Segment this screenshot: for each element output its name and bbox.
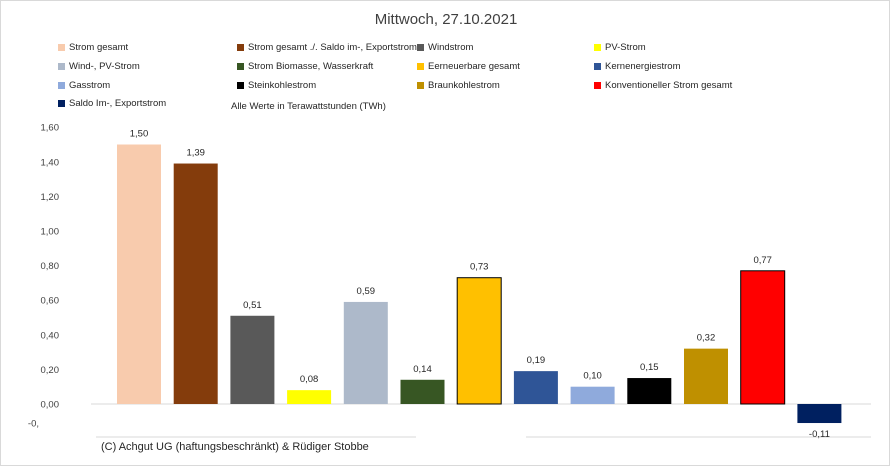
bar — [400, 379, 445, 404]
data-label: 0,19 — [527, 355, 546, 366]
legend-item: Gasstrom — [58, 80, 110, 91]
legend-item: Steinkohlestrom — [237, 80, 316, 91]
data-label: 0,10 — [583, 371, 602, 382]
data-label: 0,77 — [753, 255, 772, 266]
y-tick-label: 1,60 — [41, 123, 60, 134]
data-label: 1,39 — [186, 148, 205, 159]
legend-swatch — [594, 82, 601, 89]
legend-label: Strom Biomasse, Wasserkraft — [248, 61, 374, 72]
legend-item: Braunkohlestrom — [417, 80, 500, 91]
legend-item: Eerneuerbare gesamt — [417, 61, 520, 72]
legend-item: Saldo Im-, Exportstrom — [58, 98, 166, 109]
legend-label: Eerneuerbare gesamt — [428, 61, 520, 72]
y-tick-label: -0, — [28, 419, 39, 430]
bar — [230, 315, 275, 404]
legend-swatch — [237, 82, 244, 89]
legend-swatch — [417, 63, 424, 70]
data-label: 0,51 — [243, 300, 262, 311]
legend-item: Strom Biomasse, Wasserkraft — [237, 61, 373, 72]
legend-swatch — [417, 82, 424, 89]
legend-label: Konventioneller Strom gesamt — [605, 80, 733, 91]
bar — [287, 390, 332, 404]
bar — [343, 301, 388, 404]
data-label: 0,73 — [470, 262, 489, 273]
legend-label: PV-Strom — [605, 42, 646, 53]
chart-title: Mittwoch, 27.10.2021 — [374, 11, 518, 28]
units-note: Alle Werte in Terawattstunden (TWh) — [231, 101, 386, 112]
data-label: 0,15 — [640, 362, 659, 373]
y-tick-label: 0,40 — [41, 330, 60, 341]
legend-swatch — [237, 63, 244, 70]
legend-swatch — [58, 82, 65, 89]
y-tick-label: 0,00 — [41, 400, 60, 411]
legend-item: PV-Strom — [594, 42, 646, 53]
bar — [173, 163, 218, 404]
legend-item: Wind-, PV-Strom — [58, 61, 140, 72]
bar — [513, 371, 558, 404]
legend-label: Windstrom — [428, 42, 474, 53]
legend-swatch — [594, 44, 601, 51]
y-tick-label: 1,00 — [41, 227, 60, 238]
legend-label: Strom gesamt — [69, 42, 129, 53]
y-tick-label: 1,20 — [41, 192, 60, 203]
copyright-footer: (C) Achgut UG (haftungsbeschränkt) & Rüd… — [101, 441, 369, 453]
bar — [117, 144, 161, 404]
legend-item: Windstrom — [417, 42, 473, 53]
legend-item: Konventioneller Strom gesamt — [594, 80, 732, 91]
legend-swatch — [417, 44, 424, 51]
data-label: 0,08 — [300, 374, 319, 385]
legend-swatch — [58, 44, 65, 51]
bar — [570, 386, 615, 404]
bar — [797, 404, 842, 424]
y-tick-label: 0,60 — [41, 296, 60, 307]
y-tick-label: 0,20 — [41, 365, 60, 376]
legend-label: Kernenergiestrom — [605, 61, 681, 72]
data-label: 0,59 — [357, 286, 376, 297]
bar — [740, 270, 786, 405]
legend-label: Wind-, PV-Strom — [69, 61, 140, 72]
legend-label: Strom gesamt ./. Saldo im-, Exportstrom — [248, 42, 417, 53]
legend-item: Strom gesamt ./. Saldo im-, Exportstrom — [237, 42, 417, 53]
bar — [684, 348, 728, 404]
y-tick-label: 1,40 — [41, 157, 60, 168]
bar — [456, 277, 502, 405]
legend-swatch — [58, 63, 65, 70]
legend-swatch — [237, 44, 244, 51]
legend-label: Gasstrom — [69, 80, 111, 91]
legend-swatch — [58, 100, 65, 107]
legend-swatch — [594, 63, 601, 70]
data-label: -0,11 — [809, 429, 830, 440]
legend-label: Saldo Im-, Exportstrom — [69, 98, 167, 109]
legend-item: Strom gesamt — [58, 42, 128, 53]
bar — [627, 378, 672, 404]
legend-label: Steinkohlestrom — [248, 80, 317, 91]
data-label: 1,50 — [130, 129, 149, 140]
legend-label: Braunkohlestrom — [428, 80, 500, 91]
data-label: 0,14 — [413, 364, 432, 375]
legend-item: Kernenergiestrom — [594, 61, 681, 72]
data-label: 0,32 — [697, 333, 716, 344]
y-tick-label: 0,80 — [41, 261, 60, 272]
